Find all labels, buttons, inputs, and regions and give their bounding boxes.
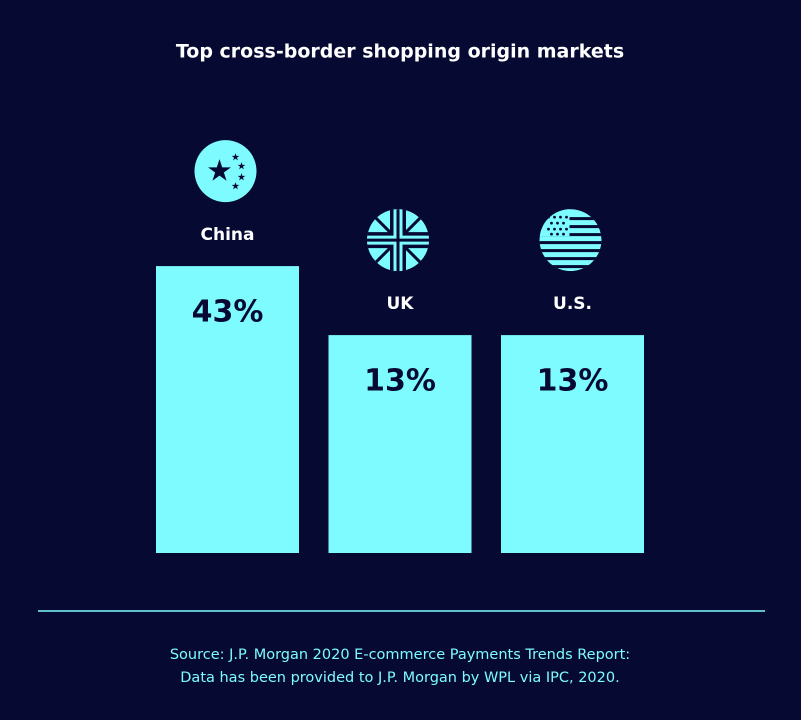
us-flag-icon (539, 209, 602, 272)
value-label: 13% (364, 364, 436, 399)
category-label: U.S. (553, 294, 592, 314)
chart-title: Top cross-border shopping origin markets (176, 41, 624, 63)
value-label: 13% (537, 364, 609, 399)
category-label: China (201, 225, 255, 245)
source-line: Data has been provided to J.P. Morgan by… (180, 670, 619, 686)
category-label: UK (387, 294, 415, 314)
uk-flag-icon (367, 209, 429, 272)
value-label: 43% (192, 295, 264, 330)
china-flag-icon (194, 140, 257, 203)
bar (501, 335, 644, 553)
bar (328, 335, 472, 553)
bar (156, 266, 299, 553)
source-line: Source: J.P. Morgan 2020 E-commerce Paym… (170, 647, 630, 663)
